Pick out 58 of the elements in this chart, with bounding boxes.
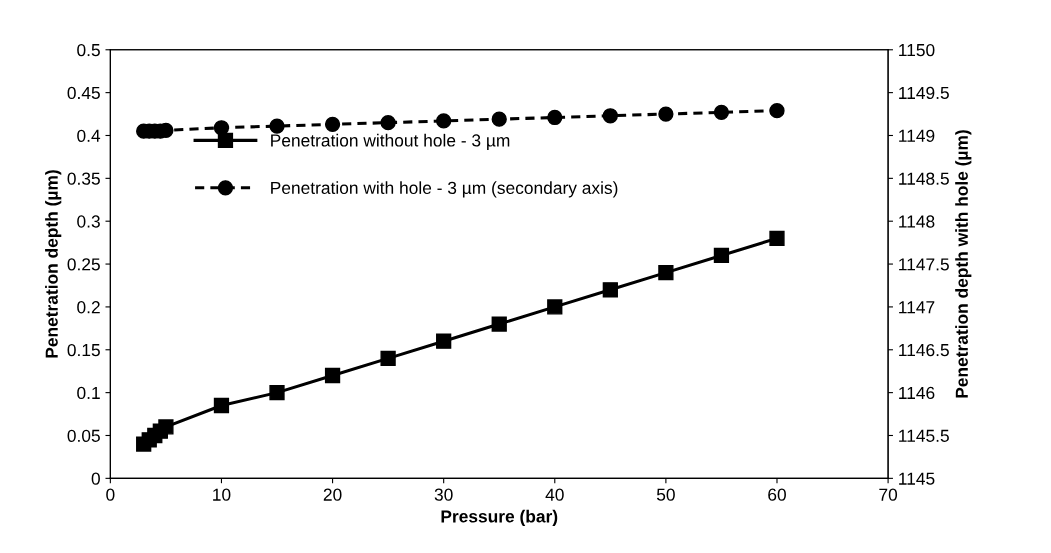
y2-tick-label: 1146.5 <box>899 343 949 357</box>
point <box>269 118 285 134</box>
y2-tick-label: 1147.5 <box>899 258 949 271</box>
x-tick-label: 40 <box>545 488 564 501</box>
point <box>380 350 396 366</box>
point <box>269 384 285 401</box>
y-tick-label: 0.25 <box>67 258 100 271</box>
x-tick-label: 10 <box>213 488 231 501</box>
y2-tick-label: 1148.5 <box>899 172 949 185</box>
point <box>602 282 618 298</box>
y-tick-label: 0.45 <box>67 86 100 100</box>
point <box>380 114 396 131</box>
x-tick-label: 70 <box>879 488 898 501</box>
point <box>491 111 507 127</box>
x-tick-label: 0 <box>106 488 115 501</box>
y-tick-label: 0.05 <box>67 429 100 442</box>
y2-tick-label: 1150 <box>899 43 935 57</box>
y2-tick-label: 1146 <box>899 386 935 400</box>
point <box>602 108 618 124</box>
point <box>324 116 341 132</box>
point <box>658 264 674 281</box>
x-tick-label: 60 <box>768 488 786 501</box>
y2-tick-label: 1145 <box>899 472 935 485</box>
point <box>436 113 452 129</box>
y2-tick-label: 1149.5 <box>899 86 949 100</box>
y-axis-title: Penetration depth (µm) <box>45 170 62 358</box>
y2-tick-label: 1145.5 <box>899 429 949 442</box>
point <box>658 106 674 122</box>
x-tick-label: 20 <box>323 488 342 501</box>
point <box>213 120 230 136</box>
y2-tick-label: 1147 <box>899 301 935 314</box>
y-tick-label: 0.15 <box>67 343 100 357</box>
x-tick-label: 30 <box>434 488 453 501</box>
point <box>547 109 563 126</box>
point <box>213 397 230 414</box>
y2-tick-label: 1148 <box>899 215 935 228</box>
point <box>769 230 785 246</box>
legend-label: Penetration with hole - 3 µm (secondary axis) <box>271 181 618 198</box>
y-tick-label: 0.35 <box>67 172 100 185</box>
legend-label: Penetration without hole - 3 µm <box>271 133 510 151</box>
y-tick-label: 0.3 <box>77 215 100 228</box>
x-axis-title: Pressure (bar) <box>441 509 558 526</box>
point <box>713 104 730 120</box>
y-tick-label: 0.2 <box>77 301 100 314</box>
y-tick-label: 0.4 <box>77 129 101 142</box>
point <box>713 247 730 264</box>
y2-tick-label: 1149 <box>899 129 935 142</box>
y-tick-label: 0 <box>91 472 100 485</box>
y-tick-label: 0.1 <box>77 386 100 400</box>
point <box>324 367 341 384</box>
point <box>769 102 785 119</box>
x-tick-label: 50 <box>656 488 675 501</box>
y2-axis-title: Penetration depth with hole (µm) <box>955 130 972 398</box>
y-tick-label: 0.5 <box>77 43 100 57</box>
point <box>547 299 563 315</box>
point <box>491 316 507 332</box>
point <box>436 333 452 349</box>
point <box>158 419 174 435</box>
